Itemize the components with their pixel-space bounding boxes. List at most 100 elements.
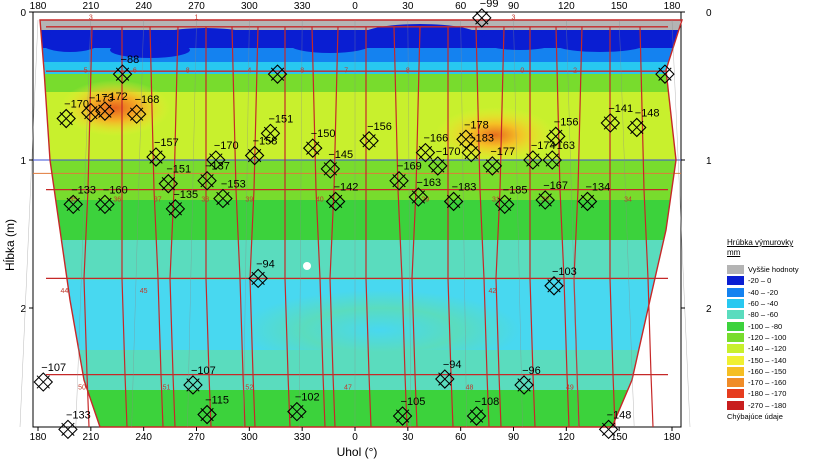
marker-diamond <box>598 419 619 440</box>
marker-diamond <box>213 188 233 209</box>
missing-value-dot <box>303 262 311 270</box>
measurement-point: −170 <box>206 140 239 170</box>
measurement-point: −177 <box>482 146 515 176</box>
marker-diamond <box>577 191 598 212</box>
marker-cross <box>98 197 112 212</box>
measurement-label: −183 <box>469 133 494 145</box>
measurement-label: −133 <box>71 184 96 196</box>
x-tick-bottom: 120 <box>558 432 575 443</box>
marker-cross <box>36 375 50 389</box>
meridian-line <box>618 19 635 428</box>
measurement-label: −163 <box>550 140 575 152</box>
y-tick-right: 2 <box>706 304 712 315</box>
meridian-line <box>407 19 412 428</box>
marker-cross <box>66 197 80 212</box>
section-column-line <box>411 26 421 428</box>
measurement-point <box>655 64 675 84</box>
legend-label: -160 – -150 <box>748 366 787 376</box>
marker-diamond <box>267 64 288 84</box>
x-tick-bottom: 0 <box>352 432 358 443</box>
x-tick-top: 180 <box>30 1 47 12</box>
marker-cross <box>418 145 433 160</box>
measurement-point: −168 <box>126 94 159 124</box>
measurement-label: −137 <box>205 161 230 173</box>
depth-band <box>40 48 680 66</box>
measurement-point: −134 <box>577 181 610 212</box>
measurement-label: −183 <box>452 181 477 193</box>
y-ticks-right: 0 1 2 <box>681 8 712 315</box>
marker-cross <box>161 177 175 191</box>
section-number: 48 <box>466 384 474 391</box>
marker-diamond <box>287 401 307 422</box>
section-number: 5 <box>84 68 88 75</box>
x-tick-bottom: 150 <box>611 432 628 443</box>
measurement-label: −156 <box>367 121 392 133</box>
marker-cross <box>263 126 278 141</box>
section-number: 35 <box>69 196 77 203</box>
measurement-point: −170 <box>427 146 461 176</box>
section-number: 34 <box>624 196 632 203</box>
marker-diamond <box>112 64 133 84</box>
section-number: 38 <box>201 196 209 203</box>
marker-diamond <box>56 108 76 129</box>
legend-item: -20 – 0 <box>727 275 813 286</box>
marker-cross <box>485 159 500 173</box>
marker-diamond <box>466 406 487 426</box>
marker-cross <box>200 174 214 188</box>
section-column-line <box>529 26 536 428</box>
measurement-label: −135 <box>173 189 198 201</box>
measurement-point: −88 <box>112 54 139 84</box>
marker-cross <box>545 153 559 167</box>
cool-zone <box>240 290 520 370</box>
measurement-markers: −99−88−170 −173−172 −168−151−150−156 −178 −1… <box>33 0 675 440</box>
measurement-label: −163 <box>416 177 441 189</box>
measurement-point <box>267 64 288 84</box>
legend-swatch <box>727 378 744 388</box>
hot-zone <box>60 80 170 136</box>
section-column-line <box>205 26 212 428</box>
measurement-point: −108 <box>466 396 499 426</box>
section-column-line <box>639 26 654 428</box>
lining-patch <box>480 30 560 50</box>
marker-cross <box>475 11 489 25</box>
x-tick-top: 240 <box>135 1 152 12</box>
legend-item: Chýbajúce údaje <box>727 411 813 422</box>
measurement-point: −105 <box>392 396 425 426</box>
marker-diamond <box>325 191 346 212</box>
marker-cross <box>580 194 595 209</box>
measurement-label: −173 <box>89 93 114 105</box>
legend-item: -270 – -180 <box>727 400 813 411</box>
measurement-point: −183 <box>461 133 494 163</box>
section-column-line <box>149 26 164 428</box>
legend-item: -100 – -80 <box>727 320 813 331</box>
marker-cross <box>61 422 75 437</box>
section-column-line <box>311 26 326 428</box>
measurement-label: −94 <box>443 359 462 371</box>
marker-cross <box>526 153 540 167</box>
measurement-point: −102 <box>287 392 320 422</box>
marker-cross <box>459 132 473 146</box>
meridian-line <box>19 19 39 428</box>
legend-item: -120 – -100 <box>727 332 813 343</box>
section-column-line <box>169 26 179 428</box>
section-number: 8 <box>406 68 410 75</box>
measurement-label: −156 <box>554 116 579 128</box>
marker-cross <box>216 191 230 206</box>
measurement-point: −141 <box>600 103 633 133</box>
section-column-line <box>329 26 339 428</box>
section-column-line <box>475 26 490 428</box>
marker-cross <box>129 107 144 121</box>
section-number: 31 <box>492 196 500 203</box>
legend-swatch <box>727 276 744 286</box>
marker-cross <box>115 67 130 81</box>
marker-cross <box>517 378 531 392</box>
measurement-label: −103 <box>552 266 577 278</box>
measurement-label: −115 <box>205 395 229 407</box>
x-ticks-bottom: 180 210 240 270 300 330 0 30 60 90 120 150 180 <box>30 427 681 443</box>
measurement-label: −174 <box>531 140 556 152</box>
x-tick-top: 0 <box>352 1 358 12</box>
marker-cross <box>392 174 406 188</box>
marker-cross <box>538 193 552 207</box>
x-tick-top: 150 <box>611 1 628 12</box>
marker-cross <box>601 422 616 437</box>
